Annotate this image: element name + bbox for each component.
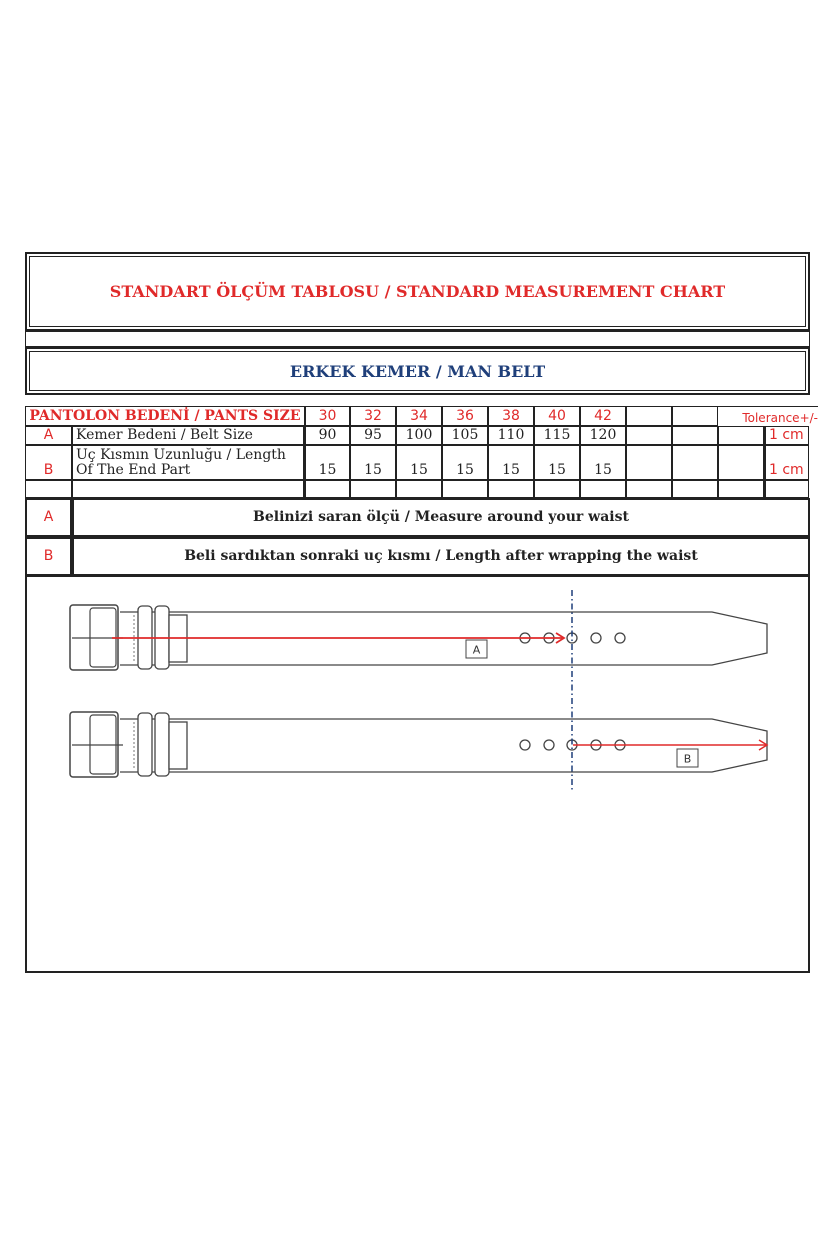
- belt-loop: [137, 712, 153, 777]
- value-cell: [718, 445, 764, 480]
- value-cell: 15: [580, 445, 626, 480]
- value-cell: [488, 480, 534, 498]
- value-cell: 15: [305, 445, 350, 480]
- tolerance-label: Tolerance+/-: [742, 411, 818, 425]
- value-cell: 15: [534, 445, 580, 480]
- value-cell: 105: [442, 426, 488, 445]
- value-cell: [764, 480, 809, 498]
- size-header-cell: [718, 406, 818, 426]
- value-cell: [442, 480, 488, 498]
- belt-hole: [614, 632, 626, 644]
- value-cell: [718, 480, 764, 498]
- size-header-cell: 34: [396, 406, 442, 426]
- value-cell: [305, 480, 350, 498]
- value-cell: 100: [396, 426, 442, 445]
- value-cell: [672, 480, 718, 498]
- belt-hole: [519, 739, 531, 751]
- value-cell: 95: [350, 426, 396, 445]
- size-header-cell: 30: [305, 406, 350, 426]
- value-cell: [672, 445, 718, 480]
- value-cell: [626, 445, 672, 480]
- row-letter: [25, 480, 72, 498]
- belt-loop: [154, 712, 170, 777]
- measure-label-box: [676, 748, 699, 768]
- value-cell: [396, 480, 442, 498]
- divider-strip: [25, 331, 810, 347]
- value-cell: [350, 480, 396, 498]
- value-cell: 1 cm: [764, 426, 809, 445]
- keeper: [168, 721, 188, 770]
- belt-hole: [543, 739, 555, 751]
- size-header-cell: 36: [442, 406, 488, 426]
- row-letter: B: [25, 445, 72, 480]
- size-header-cell: 40: [534, 406, 580, 426]
- size-header-cell: [626, 406, 672, 426]
- value-cell: 15: [350, 445, 396, 480]
- value-cell: 1 cm: [764, 445, 809, 480]
- description-text: Belinizi saran ölçü / Measure around you…: [72, 498, 810, 537]
- measure-label: B: [684, 753, 692, 766]
- measure-label: A: [473, 644, 481, 657]
- diagram-box: [25, 575, 810, 973]
- row-label: Uç Kısmın Uzunluğu / Length Of The End P…: [72, 445, 305, 480]
- value-cell: 15: [442, 445, 488, 480]
- size-header-cell: 38: [488, 406, 534, 426]
- value-cell: [718, 426, 764, 445]
- value-cell: [672, 426, 718, 445]
- pants-size-header: PANTOLON BEDENİ / PANTS SIZE: [25, 406, 305, 426]
- belt-strap: [120, 611, 768, 666]
- description-letter: B: [25, 536, 72, 576]
- arrow-head-icon: [555, 632, 566, 644]
- description-text: Beli sardıktan sonraki uç kısmı / Length…: [72, 536, 810, 576]
- measure-label-box: [465, 639, 488, 659]
- value-cell: 15: [488, 445, 534, 480]
- row-label: [72, 480, 305, 498]
- size-header-cell: 32: [350, 406, 396, 426]
- value-cell: 115: [534, 426, 580, 445]
- value-cell: [534, 480, 580, 498]
- value-cell: 15: [396, 445, 442, 480]
- row-letter: A: [25, 426, 72, 445]
- belt-hole: [590, 632, 602, 644]
- value-cell: [580, 480, 626, 498]
- size-header-cell: [672, 406, 718, 426]
- value-cell: 120: [580, 426, 626, 445]
- page-title: STANDART ÖLÇÜM TABLOSU / STANDARD MEASUR…: [109, 282, 726, 301]
- size-header-cell: 42: [580, 406, 626, 426]
- value-cell: [626, 480, 672, 498]
- value-cell: 90: [305, 426, 350, 445]
- row-label: Kemer Bedeni / Belt Size: [72, 426, 305, 445]
- product-title: ERKEK KEMER / MAN BELT: [25, 347, 810, 395]
- value-cell: 110: [488, 426, 534, 445]
- title-box: [25, 252, 810, 331]
- description-letter: A: [25, 498, 72, 537]
- arrow-head-icon: [758, 739, 769, 751]
- value-cell: [626, 426, 672, 445]
